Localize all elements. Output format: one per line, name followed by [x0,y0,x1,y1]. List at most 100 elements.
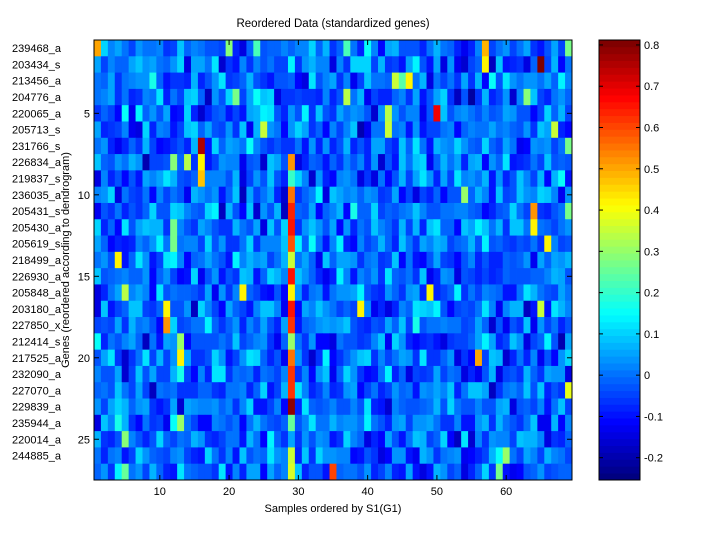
heatmap-cell [551,251,559,269]
heatmap-cell [128,56,136,73]
heatmap-cell [468,463,476,481]
heatmap-cell [170,121,178,139]
colorbar-swatch [599,308,640,316]
heatmap-cell [419,154,427,171]
heatmap-cell [128,170,136,188]
heatmap-cell [294,88,303,106]
heatmap-cell [565,219,573,236]
heatmap-cell [253,40,261,57]
heatmap-cell [322,398,330,416]
heatmap-cell [461,349,469,367]
heatmap-cell [551,219,559,236]
heatmap-cell [315,317,324,334]
heatmap-cell [253,235,261,253]
heatmap-cell [495,447,504,465]
heatmap-cell [530,349,538,367]
heatmap-cell [426,40,434,57]
heatmap-cell [135,414,143,432]
heatmap-cell [426,431,434,448]
heatmap-cell [502,186,511,204]
heatmap-cell [523,317,531,334]
heatmap-cell [322,235,330,253]
heatmap-cell [239,202,247,220]
heatmap-cell [253,463,261,481]
heatmap-cell [225,398,233,416]
heatmap-cell [364,170,372,188]
heatmap-cell [537,317,545,334]
heatmap-cell [149,398,157,416]
heatmap-cell [419,121,427,139]
colorbar-tick-label: -0.1 [644,411,663,423]
heatmap-cell [225,300,233,318]
heatmap-cell [405,447,414,465]
heatmap-cell [502,268,511,285]
heatmap-cell [391,463,400,481]
heatmap-cell [447,333,455,351]
heatmap-cell [121,88,130,106]
heatmap-cell [253,251,261,269]
heatmap-cell [211,170,220,188]
heatmap-cell [329,154,337,171]
heatmap-cell [322,382,330,399]
heatmap-cell [163,365,171,383]
heatmap-cell [336,382,344,399]
heatmap-cell [121,154,130,171]
heatmap-cell [343,268,351,285]
heatmap-cell [218,121,227,139]
colorbar-swatch [599,170,640,178]
heatmap-cell [509,398,517,416]
heatmap-cell [260,137,268,155]
heatmap-cell [267,105,275,122]
heatmap-cell [260,431,268,448]
heatmap-cell [218,219,227,236]
heatmap-cell [322,317,330,334]
heatmap-cell [225,202,233,220]
heatmap-cell [530,431,538,448]
heatmap-cell [142,72,150,90]
heatmap-cell [544,186,552,204]
heatmap-cell [156,398,164,416]
heatmap-cell [225,251,233,269]
heatmap-cell [364,349,372,367]
heatmap-cell [190,284,199,302]
heatmap-cell [495,268,504,285]
heatmap-cell [260,398,268,416]
heatmap-cell [329,317,337,334]
heatmap-cell [274,72,282,90]
heatmap-cell [218,105,227,122]
heatmap-cell [558,317,566,334]
heatmap-cell [371,300,379,318]
heatmap-cell [135,431,143,448]
heatmap-cell [149,219,157,236]
heatmap-cell [142,170,150,188]
heatmap-cell [274,447,282,465]
heatmap-cell [281,235,289,253]
heatmap-cell [281,88,289,106]
heatmap-cell [163,349,171,367]
heatmap-cell [551,40,559,57]
heatmap-cell [433,202,441,220]
heatmap-cell [204,88,213,106]
heatmap-cell [378,202,386,220]
heatmap-cell [364,317,372,334]
heatmap-cell [502,284,511,302]
heatmap-cell [343,154,351,171]
heatmap-cell [481,317,490,334]
heatmap-cell [322,186,330,204]
heatmap-cell [398,105,407,122]
heatmap-cell [488,349,497,367]
heatmap-cell [523,170,531,188]
heatmap-cell [537,268,545,285]
heatmap-cell [170,88,178,106]
heatmap-cell [135,186,143,204]
heatmap-cell [391,317,400,334]
heatmap-cell [378,447,386,465]
heatmap-cell [391,333,400,351]
heatmap-cell [156,219,164,236]
heatmap-cell [495,398,504,416]
heatmap-cell [544,300,552,318]
heatmap-cell [253,268,261,285]
heatmap-cell [447,349,455,367]
heatmap-cell [184,268,192,285]
